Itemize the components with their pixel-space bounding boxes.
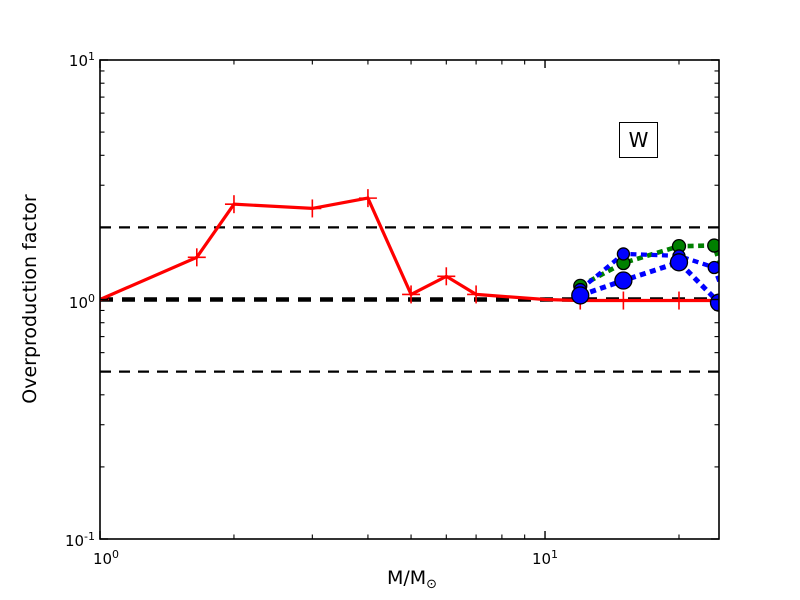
y-tick-label-10e0: 100 — [68, 292, 95, 312]
x-tick-label-10e1: 101 — [531, 548, 559, 568]
series-line-blue-dashed-small-circles — [578, 251, 719, 292]
y-tick-label-10e-1: 10-1 — [64, 530, 95, 550]
series-line-blue-dashed-large-circles — [579, 259, 719, 305]
sun-symbol-icon: ⊙ — [426, 577, 438, 592]
circle-marker-icon — [709, 293, 719, 312]
circle-marker-icon — [707, 238, 719, 253]
plot-frame — [99, 59, 720, 540]
circle-marker-icon — [707, 260, 719, 275]
circle-marker-icon — [571, 286, 590, 305]
circle-marker-icon — [616, 247, 631, 261]
x-tick-label-10e0: 100 — [92, 548, 120, 568]
legend-box: W — [619, 122, 658, 158]
circle-marker-icon — [614, 271, 633, 290]
y-axis-title: Overproduction factor — [19, 194, 41, 404]
plot-area — [100, 189, 719, 373]
y-tick-label-10e1: 101 — [68, 50, 95, 70]
series-markers-blue-dashed-large-circles — [571, 253, 719, 312]
x-axis-title: M/M⊙ — [386, 567, 438, 592]
legend-label: W — [628, 128, 649, 152]
circle-marker-icon — [669, 253, 689, 272]
